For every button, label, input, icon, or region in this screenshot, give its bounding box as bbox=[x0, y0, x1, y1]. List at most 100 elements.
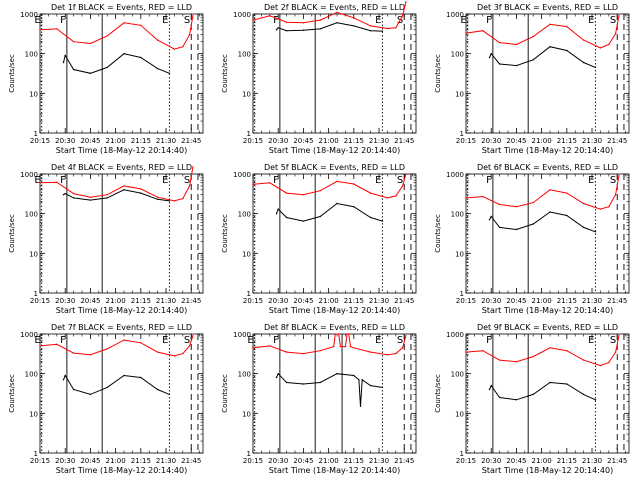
data-point bbox=[566, 214, 568, 217]
y-tick-label: 1 bbox=[34, 450, 38, 458]
x-tick-label: 20:30 bbox=[55, 297, 75, 305]
data-point bbox=[188, 34, 191, 36]
data-point bbox=[285, 216, 288, 219]
data-point bbox=[395, 195, 397, 197]
y-tick-label: 1000 bbox=[446, 11, 464, 19]
x-axis-label: Start Time (18-May-12 20:14:40) bbox=[56, 466, 187, 475]
data-point bbox=[618, 15, 620, 17]
y-tick-label: 1 bbox=[247, 290, 251, 298]
panel: Det 4f BLACK = Events, RED = LLD 1 10 100 10… bbox=[8, 163, 204, 315]
series-line bbox=[489, 46, 596, 68]
data-point bbox=[62, 379, 65, 381]
data-point bbox=[532, 355, 534, 358]
data-point bbox=[338, 333, 340, 335]
x-axis-label: Start Time (18-May-12 20:14:40) bbox=[56, 146, 187, 155]
panel: Det 5f BLACK = Events, RED = LLD 1 10 100 10… bbox=[221, 163, 417, 315]
y-tick-label: 100 bbox=[238, 371, 251, 379]
data-point bbox=[515, 361, 518, 363]
x-tick-label: 21:00 bbox=[106, 457, 126, 465]
y-tick-label: 1 bbox=[460, 290, 464, 298]
data-point bbox=[168, 393, 171, 396]
data-point bbox=[64, 54, 66, 57]
data-point bbox=[549, 211, 551, 213]
event-marker-label: F bbox=[60, 335, 66, 346]
x-tick-label: 21:00 bbox=[319, 457, 339, 465]
data-point bbox=[192, 166, 194, 168]
data-point bbox=[277, 208, 279, 210]
event-marker-label: S bbox=[184, 175, 190, 186]
plot-frame bbox=[465, 333, 630, 454]
x-axis-label: Start Time (18-May-12 20:14:40) bbox=[269, 146, 400, 155]
data-point bbox=[498, 41, 501, 44]
data-point bbox=[252, 19, 254, 21]
data-point bbox=[168, 72, 171, 75]
x-tick-label: 20:30 bbox=[481, 137, 501, 145]
data-point bbox=[106, 348, 108, 350]
data-point bbox=[381, 30, 384, 32]
data-point bbox=[140, 192, 142, 194]
y-axis-label: Counts/sec bbox=[221, 54, 229, 93]
y-axis-label: Counts/sec bbox=[434, 54, 442, 93]
event-marker-label: S bbox=[184, 15, 190, 26]
data-point bbox=[405, 335, 407, 337]
data-point bbox=[614, 32, 617, 35]
data-point bbox=[123, 339, 125, 341]
data-point bbox=[252, 347, 254, 349]
data-point bbox=[285, 192, 288, 194]
data-point bbox=[39, 182, 41, 184]
data-point bbox=[339, 345, 342, 348]
data-point bbox=[62, 61, 65, 64]
x-tick-label: 21:15 bbox=[131, 457, 151, 465]
x-axis-label: Start Time (18-May-12 20:14:40) bbox=[482, 146, 613, 155]
event-marker-label: E bbox=[162, 175, 168, 186]
data-point bbox=[140, 24, 142, 26]
x-tick-label: 20:15 bbox=[243, 137, 263, 145]
y-tick-label: 10 bbox=[455, 250, 464, 258]
x-tick-label: 21:15 bbox=[557, 137, 577, 145]
data-point bbox=[348, 333, 350, 335]
data-point bbox=[275, 213, 278, 215]
data-point bbox=[302, 194, 305, 196]
y-tick-label: 1 bbox=[34, 130, 38, 138]
data-point bbox=[594, 399, 597, 401]
data-point bbox=[334, 333, 336, 335]
data-point bbox=[488, 388, 491, 391]
x-tick-label: 20:45 bbox=[293, 457, 313, 465]
x-tick-label: 21:30 bbox=[156, 297, 176, 305]
data-point bbox=[582, 39, 585, 41]
data-point bbox=[123, 374, 125, 377]
data-point bbox=[549, 23, 551, 25]
data-point bbox=[156, 196, 159, 198]
data-point bbox=[549, 347, 551, 349]
data-point bbox=[64, 374, 66, 377]
data-point bbox=[336, 202, 338, 205]
event-marker-label: S bbox=[184, 335, 190, 346]
data-point bbox=[401, 347, 404, 349]
data-point bbox=[361, 379, 363, 381]
x-tick-label: 21:15 bbox=[131, 297, 151, 305]
data-point bbox=[275, 376, 278, 379]
event-marker-label: E bbox=[247, 335, 253, 346]
chart-title: Det 7f BLACK = Events, RED = LLD bbox=[51, 323, 192, 332]
data-point bbox=[106, 194, 108, 196]
y-tick-label: 1000 bbox=[446, 331, 464, 339]
data-point bbox=[106, 197, 108, 199]
y-tick-label: 1 bbox=[247, 130, 251, 138]
data-point bbox=[302, 352, 305, 355]
data-point bbox=[285, 351, 288, 353]
data-point bbox=[381, 220, 384, 222]
data-point bbox=[465, 32, 467, 34]
x-tick-label: 21:45 bbox=[607, 137, 627, 145]
x-axis-label: Start Time (18-May-12 20:14:40) bbox=[482, 466, 613, 475]
data-point bbox=[346, 333, 348, 335]
panel: Det 6f BLACK = Events, RED = LLD 1 10 100 10… bbox=[434, 163, 630, 315]
event-marker-label: E bbox=[34, 15, 40, 26]
data-point bbox=[156, 198, 159, 200]
series-line bbox=[39, 166, 194, 202]
data-point bbox=[140, 188, 142, 190]
data-point bbox=[353, 17, 355, 19]
x-tick-label: 20:30 bbox=[268, 297, 288, 305]
series-line bbox=[465, 175, 620, 210]
event-marker-label: E bbox=[162, 15, 168, 26]
y-tick-label: 1 bbox=[34, 290, 38, 298]
